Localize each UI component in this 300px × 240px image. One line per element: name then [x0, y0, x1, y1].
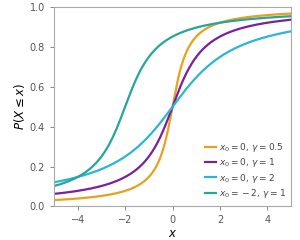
- $x_0 = -2,\, \gamma = 1$: [161, 41, 165, 44]
- Line: $x_0 = 0,\, \gamma = 0.5$: $x_0 = 0,\, \gamma = 0.5$: [54, 13, 291, 200]
- Line: $x_0 = 0,\, \gamma = 1$: $x_0 = 0,\, \gamma = 1$: [54, 20, 291, 194]
- $x_0 = 0,\, \gamma = 2$: [289, 30, 293, 33]
- Line: $x_0 = -2,\, \gamma = 1$: $x_0 = -2,\, \gamma = 1$: [54, 16, 291, 186]
- $x_0 = 0,\, \gamma = 0.5$: [161, 148, 165, 151]
- $x_0 = 0,\, \gamma = 1$: [167, 114, 171, 117]
- Legend: $x_0 = 0,\, \gamma = 0.5$, $x_0 = 0,\, \gamma = 1$, $x_0 = 0,\, \gamma = 2$, $x_: $x_0 = 0,\, \gamma = 0.5$, $x_0 = 0,\, \…: [205, 141, 286, 200]
- $x_0 = 0,\, \gamma = 2$: [167, 110, 171, 113]
- $x_0 = -2,\, \gamma = 1$: [167, 37, 171, 40]
- $x_0 = 0,\, \gamma = 0.5$: [282, 12, 286, 15]
- X-axis label: $x$: $x$: [168, 227, 177, 240]
- $x_0 = 0,\, \gamma = 2$: [239, 44, 242, 47]
- $x_0 = 0,\, \gamma = 1$: [239, 27, 242, 30]
- $x_0 = 0,\, \gamma = 0.5$: [52, 199, 56, 202]
- $x_0 = 0,\, \gamma = 1$: [282, 19, 286, 22]
- $x_0 = 0,\, \gamma = 1$: [64, 191, 68, 194]
- $x_0 = 0,\, \gamma = 2$: [282, 31, 286, 34]
- $x_0 = 0,\, \gamma = 0.5$: [64, 198, 68, 201]
- $x_0 = -2,\, \gamma = 1$: [239, 18, 242, 21]
- $x_0 = 0,\, \gamma = 1$: [282, 19, 286, 22]
- $x_0 = -2,\, \gamma = 1$: [282, 15, 286, 18]
- $x_0 = 0,\, \gamma = 1$: [52, 192, 56, 195]
- $x_0 = -2,\, \gamma = 1$: [289, 15, 293, 18]
- $x_0 = -2,\, \gamma = 1$: [52, 185, 56, 187]
- $x_0 = 0,\, \gamma = 2$: [52, 181, 56, 184]
- Y-axis label: $P(X \leq x)$: $P(X \leq x)$: [12, 84, 27, 130]
- $x_0 = 0,\, \gamma = 2$: [161, 118, 165, 121]
- $x_0 = 0,\, \gamma = 0.5$: [167, 122, 171, 125]
- $x_0 = -2,\, \gamma = 1$: [282, 15, 286, 18]
- $x_0 = 0,\, \gamma = 0.5$: [289, 12, 293, 15]
- $x_0 = 0,\, \gamma = 1$: [161, 130, 165, 132]
- Line: $x_0 = 0,\, \gamma = 2$: $x_0 = 0,\, \gamma = 2$: [54, 31, 291, 182]
- $x_0 = 0,\, \gamma = 1$: [289, 18, 293, 21]
- $x_0 = 0,\, \gamma = 2$: [64, 178, 68, 181]
- $x_0 = -2,\, \gamma = 1$: [64, 181, 68, 184]
- $x_0 = 0,\, \gamma = 0.5$: [282, 12, 286, 15]
- $x_0 = 0,\, \gamma = 2$: [282, 31, 286, 34]
- $x_0 = 0,\, \gamma = 0.5$: [239, 17, 242, 20]
